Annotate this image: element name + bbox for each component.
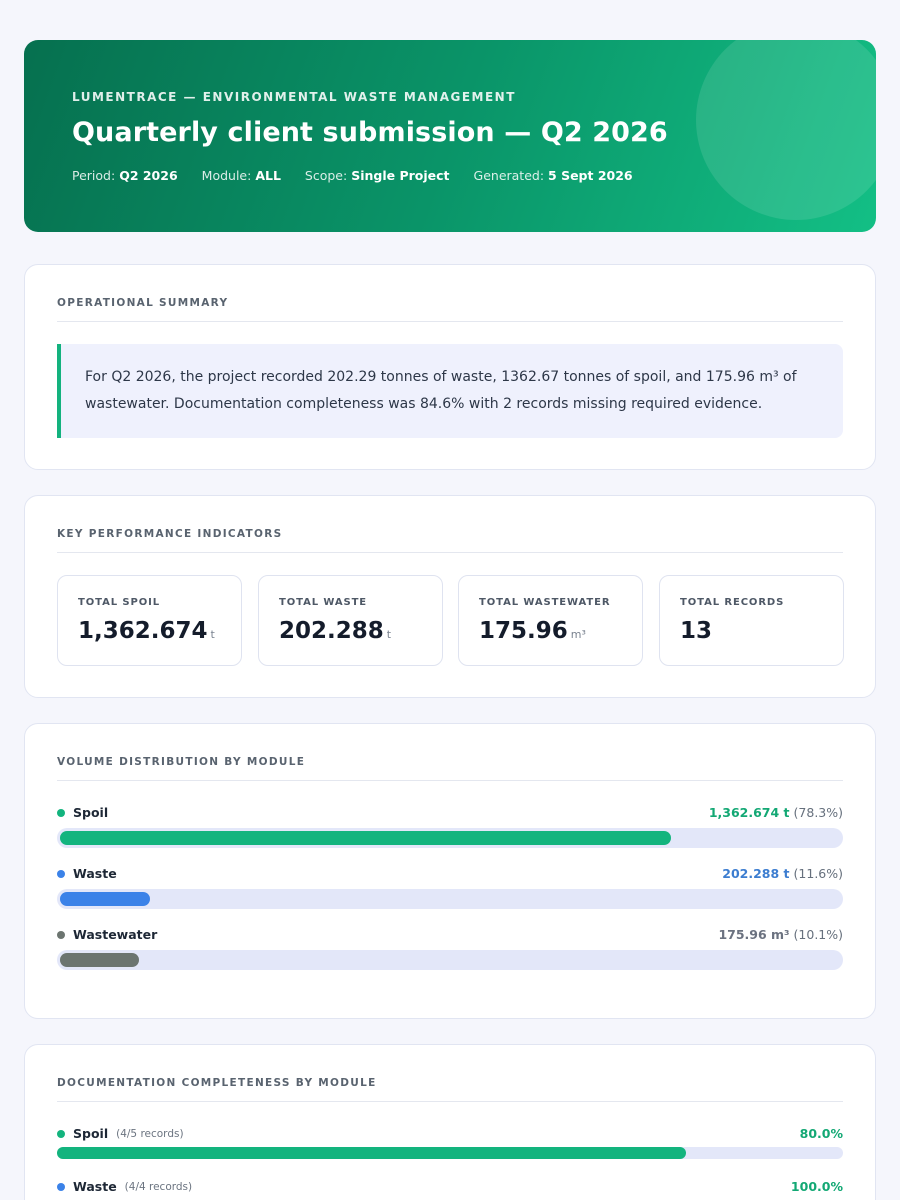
kpi-label: TOTAL RECORDS — [680, 597, 785, 608]
summary-text: For Q2 2026, the project recorded 202.29… — [57, 344, 843, 438]
record-count: (4/5 records) — [116, 1127, 184, 1140]
progress-track — [57, 889, 843, 909]
distribution-row-wastewater: Wastewater 175.96 m³ (10.1%) — [57, 927, 843, 987]
documentation-row-waste: Waste (4/4 records) 100.0% — [57, 1179, 843, 1200]
legend-dot — [57, 1129, 65, 1138]
record-count: (4/4 records) — [124, 1180, 193, 1193]
kpi-label: TOTAL WASTE — [279, 597, 368, 608]
distribution-card: VOLUME DISTRIBUTION BY MODULE Spoil 1,36… — [24, 723, 876, 1019]
documentation-heading: DOCUMENTATION COMPLETENESS BY MODULE — [57, 1077, 843, 1102]
distribution-row-spoil: Spoil 1,362.674 t (78.3%) — [57, 805, 843, 865]
module-amount: 1,362.674 t — [708, 805, 790, 820]
kpi-label: TOTAL WASTEWATER — [479, 597, 611, 608]
summary-heading: OPERATIONAL SUMMARY — [57, 297, 843, 322]
org-kicker: LUMENTRACE — ENVIRONMENTAL WASTE MANAGEM… — [72, 90, 516, 104]
kpi-unit: t — [386, 628, 392, 641]
module-amount: 202.288 t — [722, 866, 790, 881]
completeness-percent: 80.0% — [799, 1126, 843, 1141]
summary-card: OPERATIONAL SUMMARY For Q2 2026, the pro… — [24, 264, 876, 470]
legend-dot — [57, 930, 65, 939]
progress-track — [57, 828, 843, 848]
kpi-total-records: TOTAL RECORDS 13 — [659, 575, 844, 666]
kpi-value: 175.96 m³ — [479, 618, 586, 644]
module-name: Waste — [73, 1179, 117, 1194]
kpi-total-wastewater: TOTAL WASTEWATER 175.96 m³ — [458, 575, 643, 666]
report-meta: Period: Q2 2026 Module: ALL Scope: Singl… — [72, 168, 633, 183]
distribution-heading: VOLUME DISTRIBUTION BY MODULE — [57, 756, 843, 781]
decorative-circle — [696, 40, 876, 220]
kpi-total-waste: TOTAL WASTE 202.288 t — [258, 575, 443, 666]
module-name: Spoil — [73, 805, 109, 820]
meta-generated: Generated: 5 Sept 2026 — [473, 168, 633, 183]
module-name: Spoil — [73, 1126, 109, 1141]
progress-fill — [60, 953, 139, 967]
distribution-row-waste: Waste 202.288 t (11.6%) — [57, 866, 843, 926]
page-title: Quarterly client submission — Q2 2026 — [72, 117, 668, 148]
progress-track — [57, 1147, 843, 1159]
legend-dot — [57, 1182, 65, 1191]
kpi-unit: m³ — [570, 628, 586, 641]
kpi-heading: KEY PERFORMANCE INDICATORS — [57, 528, 843, 553]
kpi-label: TOTAL SPOIL — [78, 597, 160, 608]
kpi-unit: t — [210, 628, 215, 641]
legend-dot — [57, 808, 65, 817]
kpi-value: 202.288 t — [279, 618, 392, 644]
kpi-card: KEY PERFORMANCE INDICATORS TOTAL SPOIL 1… — [24, 495, 876, 698]
meta-scope: Scope: Single Project — [304, 168, 450, 183]
progress-fill — [60, 892, 150, 906]
module-name: Wastewater — [73, 927, 158, 942]
module-amount: 175.96 m³ — [718, 927, 790, 942]
completeness-percent: 100.0% — [790, 1179, 843, 1194]
progress-track — [57, 950, 843, 970]
module-percent: (11.6%) — [793, 866, 843, 881]
documentation-row-spoil: Spoil (4/5 records) 80.0% — [57, 1126, 843, 1166]
meta-period: Period: Q2 2026 — [72, 168, 178, 183]
documentation-card: DOCUMENTATION COMPLETENESS BY MODULE Spo… — [24, 1044, 876, 1200]
progress-fill — [57, 1147, 686, 1159]
module-percent: (78.3%) — [793, 805, 843, 820]
progress-fill — [60, 831, 671, 845]
module-percent: (10.1%) — [793, 927, 843, 942]
module-name: Waste — [73, 866, 117, 881]
kpi-total-spoil: TOTAL SPOIL 1,362.674 t — [57, 575, 242, 666]
kpi-value: 1,362.674 t — [78, 618, 215, 644]
legend-dot — [57, 869, 65, 878]
kpi-value: 13 — [680, 618, 713, 644]
meta-module: Module: ALL — [201, 168, 281, 183]
report-header: LUMENTRACE — ENVIRONMENTAL WASTE MANAGEM… — [24, 40, 876, 232]
